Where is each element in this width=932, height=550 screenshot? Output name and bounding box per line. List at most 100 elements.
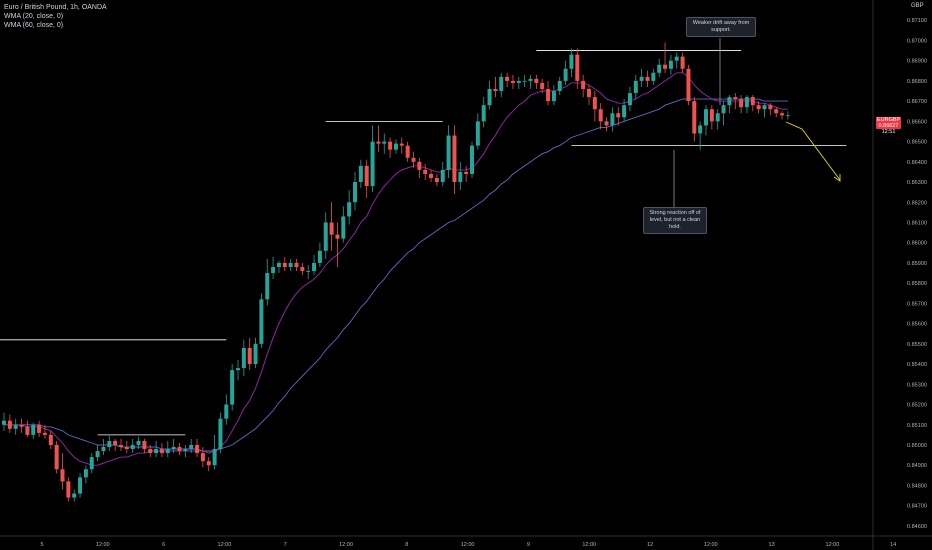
drawings[interactable] xyxy=(673,38,841,207)
candle-body xyxy=(569,54,574,69)
candle-body xyxy=(715,113,720,122)
price-tick-label: 0.87000 xyxy=(907,38,927,44)
candle-body xyxy=(376,141,381,144)
candle-body xyxy=(481,105,486,122)
candle-body xyxy=(300,266,305,272)
candle-body xyxy=(581,80,586,89)
price-axis-ticks: 0.84600 0.84700 0.84800 0.84900 0.85000 0.851… xyxy=(907,18,927,530)
candle-body xyxy=(19,424,24,427)
candle-body xyxy=(575,54,580,81)
time-tick-label: 5 xyxy=(40,542,43,548)
price-tick-label: 0.84800 xyxy=(907,483,927,489)
candle-body xyxy=(610,113,615,126)
note-reaction[interactable]: Strong reaction off of level, but not a … xyxy=(643,207,707,234)
candle-body xyxy=(475,121,480,146)
candle-body xyxy=(78,477,83,494)
candle-body xyxy=(551,91,556,102)
candle-body xyxy=(429,173,434,178)
candle-body xyxy=(306,271,311,272)
candle-body xyxy=(183,449,188,452)
candle-body xyxy=(405,145,410,158)
time-tick-label: 12:00 xyxy=(826,542,840,548)
candle-body xyxy=(411,157,416,162)
candle-body xyxy=(236,368,240,371)
candle-body xyxy=(282,262,287,267)
candle-body xyxy=(587,88,591,98)
candle-body xyxy=(668,60,673,69)
axis-currency-label[interactable]: GBP xyxy=(911,3,924,9)
chart-legend: Euro / British Pound, 1h, OANDA WMA (20,… xyxy=(4,3,107,30)
candle-body xyxy=(417,161,422,170)
time-tick-label: 12:00 xyxy=(339,542,353,548)
candle-body xyxy=(493,88,498,92)
candle-body xyxy=(37,424,42,433)
candle-body xyxy=(750,97,755,106)
time-tick-label: 12 xyxy=(647,542,653,548)
price-tick-label: 0.85800 xyxy=(907,281,927,287)
candle-body xyxy=(72,493,77,498)
candle-body xyxy=(101,447,106,452)
candle-body xyxy=(785,115,790,117)
candle-body xyxy=(206,461,211,466)
candle-body xyxy=(528,78,533,81)
candle-body xyxy=(48,434,53,445)
candle-body xyxy=(2,420,6,425)
candle-body xyxy=(13,424,18,429)
candle-body xyxy=(323,222,328,251)
wma20-line xyxy=(4,72,788,466)
candle-body xyxy=(557,80,562,92)
price-tick-label: 0.84900 xyxy=(907,463,927,469)
candle-body xyxy=(107,440,112,448)
candle-body xyxy=(364,165,369,187)
candle-body xyxy=(136,440,141,445)
candle-body xyxy=(142,440,147,450)
candle-body xyxy=(95,451,100,458)
projection-arrow[interactable] xyxy=(785,121,841,181)
candle-body xyxy=(727,97,732,106)
time-tick-label: 12:00 xyxy=(582,542,596,548)
candle-body xyxy=(434,177,439,183)
candle-body xyxy=(312,262,317,272)
legend-title: Euro / British Pound, 1h, OANDA xyxy=(4,4,107,11)
candle-body xyxy=(353,182,357,203)
candle-body xyxy=(604,121,609,126)
candle-body xyxy=(522,80,527,82)
legend-wma60: WMA (60, close, 0) xyxy=(4,22,64,29)
horizontal-levels[interactable] xyxy=(0,50,847,436)
candle-body xyxy=(487,88,492,106)
time-tick-label: 12:00 xyxy=(218,542,232,548)
candle-body xyxy=(171,447,176,450)
price-tick-label: 0.85400 xyxy=(907,362,927,368)
candle-body xyxy=(271,266,276,274)
price-tick-label: 0.85100 xyxy=(907,423,927,429)
candle-body xyxy=(159,449,164,454)
candle-body xyxy=(154,449,159,454)
candle-body xyxy=(639,76,644,81)
candle-body xyxy=(212,449,217,466)
candle-body xyxy=(358,165,363,183)
time-tick-label: 8 xyxy=(405,542,408,548)
candle-body xyxy=(119,444,123,448)
bar-countdown: 12:51 xyxy=(881,129,896,135)
candle-body xyxy=(464,171,469,174)
time-tick-label: 6 xyxy=(162,542,165,548)
note-drift[interactable]: Weaker drift away from support. xyxy=(686,17,756,37)
candle-body xyxy=(651,72,656,81)
candle-body xyxy=(25,426,30,435)
price-tick-label: 0.85600 xyxy=(907,322,927,328)
time-tick-label: 9 xyxy=(527,542,530,548)
candle-body xyxy=(113,440,118,445)
candle-body xyxy=(294,262,299,267)
time-tick-label: 12:00 xyxy=(96,542,110,548)
candle-body xyxy=(288,262,293,267)
last-price-tag: EURGBP 0.86627 12:51 xyxy=(876,117,901,135)
price-tick-label: 0.86400 xyxy=(907,160,927,166)
candles xyxy=(2,42,790,502)
price-tick-label: 0.85900 xyxy=(907,261,927,267)
candle-body xyxy=(592,97,597,110)
time-tick-label: 14 xyxy=(890,542,896,548)
candle-body xyxy=(388,141,393,150)
candle-body xyxy=(124,447,129,450)
